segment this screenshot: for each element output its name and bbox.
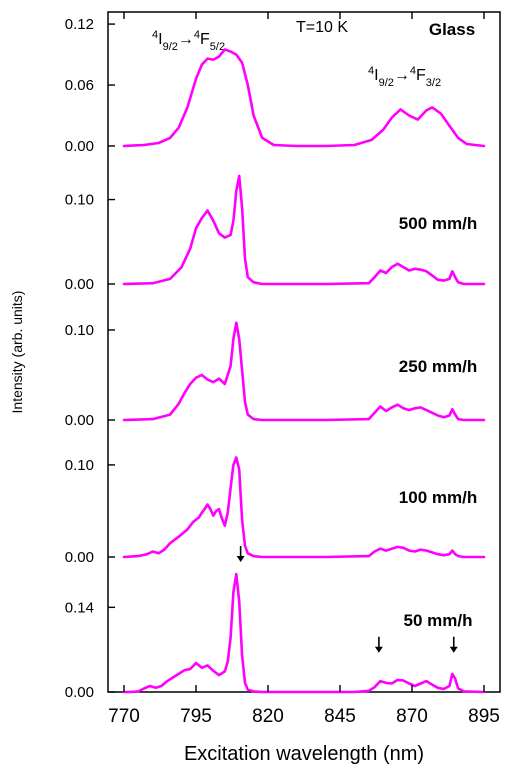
transition-label-left: 4I9/2→4F5/2 [152,29,225,53]
y-tick-label-panel-0-0: 0.12 [65,16,94,33]
transition-right-sup1: 4 [368,65,374,77]
y-tick-label-panel-0-1: 0.06 [65,77,94,94]
x-tick-label-0: 770 [108,706,140,727]
y-tick-label-panel-2-1: 0.00 [65,412,94,429]
temperature-label: T=10 K [296,19,348,36]
y-tick-label-panel-4-0: 0.14 [65,599,94,616]
spectrum-line-panel-4 [122,572,486,694]
panel-label-100: 100 mm/h [399,488,477,507]
spectrum-line-panel-3 [122,456,486,559]
chart-marks: 0.12 0.06 0.00 0.10 0.00 0.10 0.00 0.10 0.00 0.14… [65,12,500,727]
peak-arrow-head-1 [374,646,383,653]
panel-label-500: 500 mm/h [399,214,477,233]
transition-right-arrow: → [394,67,410,84]
panel-label-glass: Glass [429,20,475,39]
y-tick-label-panel-1-1: 0.00 [65,276,94,293]
y-tick-label-panel-3-1: 0.00 [65,549,94,566]
y-tick-label-panel-2-0: 0.10 [65,322,94,339]
transition-left-i: I [158,31,162,48]
transition-left-sub2: 5/2 [210,41,225,53]
y-tick-label-panel-3-0: 0.10 [65,457,94,474]
y-axis-title: Intensity (arb. units) [9,291,25,414]
panel-label-250: 250 mm/h [399,357,477,376]
transition-right-f: F [416,67,426,84]
transition-right-i: I [374,67,378,84]
y-tick-label-panel-1-0: 0.10 [65,192,94,209]
spectrum-line-panel-0 [122,48,486,148]
transition-left-f: F [200,31,210,48]
x-tick-label-5: 895 [468,706,500,727]
transition-left-arrow: → [178,31,194,48]
transition-right-sub2: 3/2 [426,77,441,89]
transition-right-sub1: 9/2 [379,77,394,89]
y-tick-label-panel-0-2: 0.00 [65,138,94,155]
x-tick-label-1: 795 [180,706,212,727]
spectrum-line-panel-1 [122,174,486,286]
transition-left-sup2: 4 [194,29,200,41]
transition-label-right: 4I9/2→4F3/2 [368,65,441,89]
spectrum-line-panel-2 [122,321,486,422]
peak-arrow-head-0 [236,556,245,563]
x-axis-title: Excitation wavelength (nm) [184,743,424,765]
x-tick-label-3: 845 [324,706,356,727]
transition-left-sup1: 4 [152,29,158,41]
transition-left-sub1: 9/2 [163,41,178,53]
x-tick-label-2: 820 [252,706,284,727]
transition-right-sup2: 4 [410,65,416,77]
peak-arrow-head-2 [449,646,458,653]
y-tick-label-panel-4-1: 0.00 [65,684,94,701]
panel-label-50: 50 mm/h [404,611,473,630]
x-tick-label-4: 870 [396,706,428,727]
